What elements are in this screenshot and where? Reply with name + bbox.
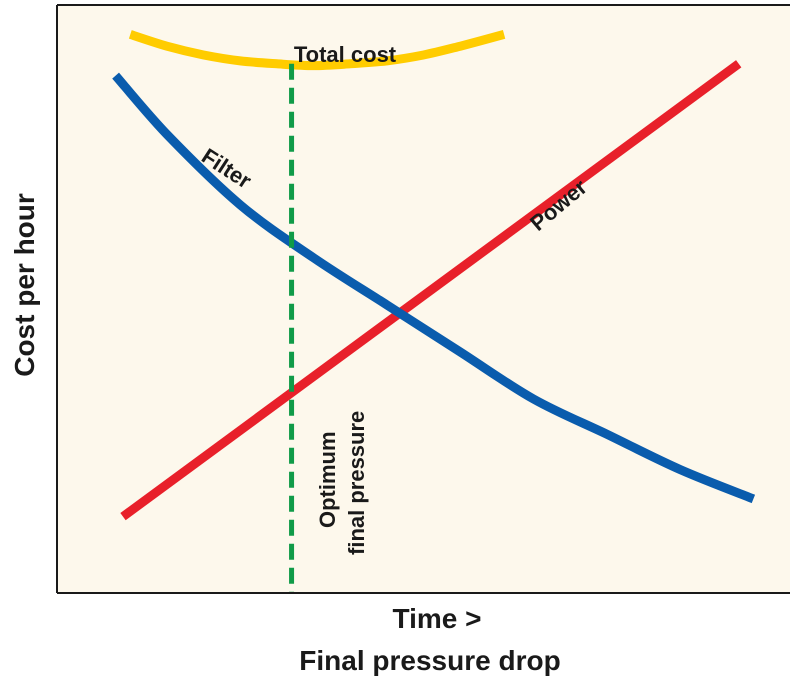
series-line-filter: [112, 72, 756, 504]
annotation-final-pressure: final pressure: [344, 411, 369, 555]
series-line-power: [120, 60, 742, 521]
series-layer: [112, 30, 756, 521]
y-axis-title: Cost per hour: [9, 193, 40, 377]
annotation-optimum: Optimum: [315, 431, 340, 528]
series-label-total-cost: Total cost: [294, 42, 397, 67]
x-axis-title: Time >: [393, 603, 482, 634]
x-axis-subtitle: Final pressure drop: [299, 645, 560, 676]
series-line-total-cost: [128, 30, 506, 71]
